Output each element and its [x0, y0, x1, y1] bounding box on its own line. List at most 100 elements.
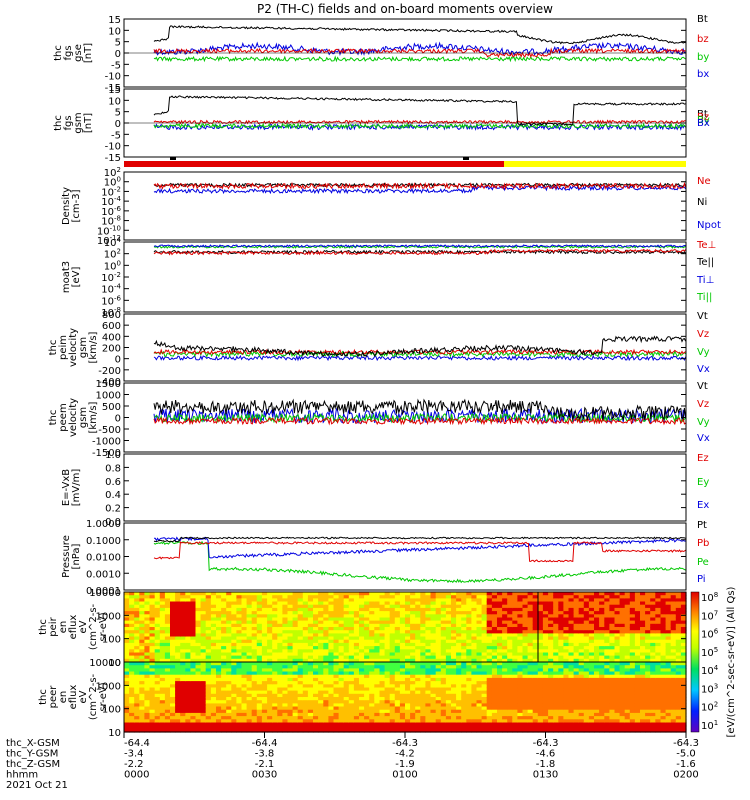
y-tick-label: 102	[104, 166, 121, 179]
spectrogram-cell	[236, 709, 243, 714]
spectrogram-cell	[261, 655, 268, 660]
spectrogram-cell	[180, 639, 186, 644]
spectrogram-cell	[134, 611, 140, 615]
spectrogram-cell	[282, 681, 289, 685]
spectrogram-cell	[226, 697, 232, 701]
spectrogram-cell	[558, 630, 564, 634]
spectrogram-cell	[190, 623, 197, 628]
spectrogram-cell	[440, 665, 447, 669]
spectrogram-cell	[645, 706, 651, 711]
spectrogram-cell	[553, 655, 559, 660]
spectrogram-cell	[445, 601, 452, 606]
spectrogram-cell	[190, 728, 197, 733]
spectrogram-cell	[497, 592, 503, 596]
spectrogram-cell	[486, 706, 493, 711]
spectrogram-cell	[297, 668, 304, 673]
spectrogram-cell	[144, 604, 151, 609]
spectrogram-cell	[195, 677, 202, 682]
spectrogram-cell	[246, 719, 253, 724]
spectrogram-cell	[200, 662, 207, 666]
spectrogram-cell	[369, 620, 375, 625]
spectrogram-cell	[624, 700, 631, 704]
spectrogram-cell	[420, 607, 426, 612]
spectrogram-cell	[542, 703, 549, 708]
spectrogram-cell	[486, 697, 493, 701]
spectrogram-cell	[522, 630, 529, 634]
spectrogram-cell	[497, 706, 503, 711]
spectrogram-cell	[425, 627, 432, 631]
spectrogram-cell	[466, 722, 472, 727]
spectrogram-cell	[343, 709, 350, 714]
spectrogram-cell	[645, 725, 651, 730]
spectrogram-cell	[348, 604, 355, 609]
spectrogram-cell	[415, 646, 421, 650]
spectrogram-cell	[195, 697, 202, 701]
spectrogram-cell	[394, 649, 401, 654]
spectrogram-cell	[497, 690, 503, 695]
spectrogram-cell	[134, 655, 140, 660]
spectrogram-cell	[502, 592, 508, 596]
spectrogram-cell	[251, 595, 258, 599]
spectrogram-cell	[134, 728, 140, 733]
y-tick-label: 0	[115, 355, 121, 366]
spectrogram-cell	[609, 630, 616, 634]
spectrogram-cell	[124, 592, 130, 596]
spectrogram-cell	[267, 725, 273, 730]
spectrogram-cell	[527, 671, 534, 676]
spectrogram-cell	[456, 642, 462, 647]
spectrogram-cell	[379, 627, 386, 631]
spectrogram-cell	[216, 703, 222, 708]
spectrogram-cell	[527, 700, 534, 704]
spectrogram-cell	[236, 674, 243, 679]
spectrogram-cell	[645, 665, 651, 669]
spectrogram-cell	[134, 697, 140, 701]
spectrogram-cell	[287, 709, 294, 714]
spectrogram-cell	[497, 693, 503, 698]
spectrogram-cell	[272, 630, 278, 634]
spectrogram-cell	[379, 620, 386, 625]
spectrogram-cell	[486, 630, 493, 634]
spectrogram-cell	[277, 674, 283, 679]
spectrogram-cell	[272, 658, 278, 663]
spectrogram-cell	[307, 620, 314, 625]
spectrogram-cell	[670, 604, 677, 609]
spectrogram-cell	[226, 623, 232, 628]
spectrogram-cell	[170, 662, 176, 666]
spectrogram-cell	[512, 636, 518, 641]
spectrogram-cell	[374, 722, 380, 727]
spectrogram-cell	[451, 601, 457, 606]
spectrogram-cell	[573, 681, 580, 685]
spectrogram-cell	[236, 611, 243, 615]
spectrogram-cell	[548, 671, 554, 676]
spectrogram-cell	[614, 665, 621, 669]
spectrogram-cell	[307, 668, 314, 673]
spectrogram-cell	[226, 716, 232, 720]
spectrogram-cell	[318, 687, 324, 692]
spectrogram-cell	[282, 642, 289, 647]
spectrogram-cell	[200, 693, 207, 698]
spectrogram-cell	[313, 604, 319, 609]
spectrogram-cell	[624, 662, 631, 666]
spectrogram-cell	[236, 658, 243, 663]
spectrogram-cell	[154, 728, 161, 733]
spectrogram-cell	[670, 630, 677, 634]
spectrogram-cell	[588, 633, 595, 638]
spectrogram-cell	[139, 607, 145, 612]
spectrogram-cell	[425, 642, 432, 647]
spectrogram-cell	[313, 716, 319, 720]
spectrogram-cell	[486, 646, 493, 650]
spectrogram-cell	[420, 617, 426, 622]
spectrogram-cell	[216, 687, 222, 692]
spectrogram-cell	[318, 658, 324, 663]
spectrogram-cell	[246, 598, 253, 603]
spectrogram-cell	[348, 633, 355, 638]
spectrogram-cell	[272, 706, 278, 711]
spectrogram-cell	[466, 725, 472, 730]
legend-entry: Pb	[697, 538, 709, 549]
spectrogram-cell	[568, 658, 575, 663]
spectrogram-cell	[599, 681, 605, 685]
spectrogram-cell	[456, 728, 462, 733]
spectrogram-cell	[517, 633, 524, 638]
spectrogram-cell	[619, 665, 626, 669]
spectrogram-cell	[261, 719, 268, 724]
